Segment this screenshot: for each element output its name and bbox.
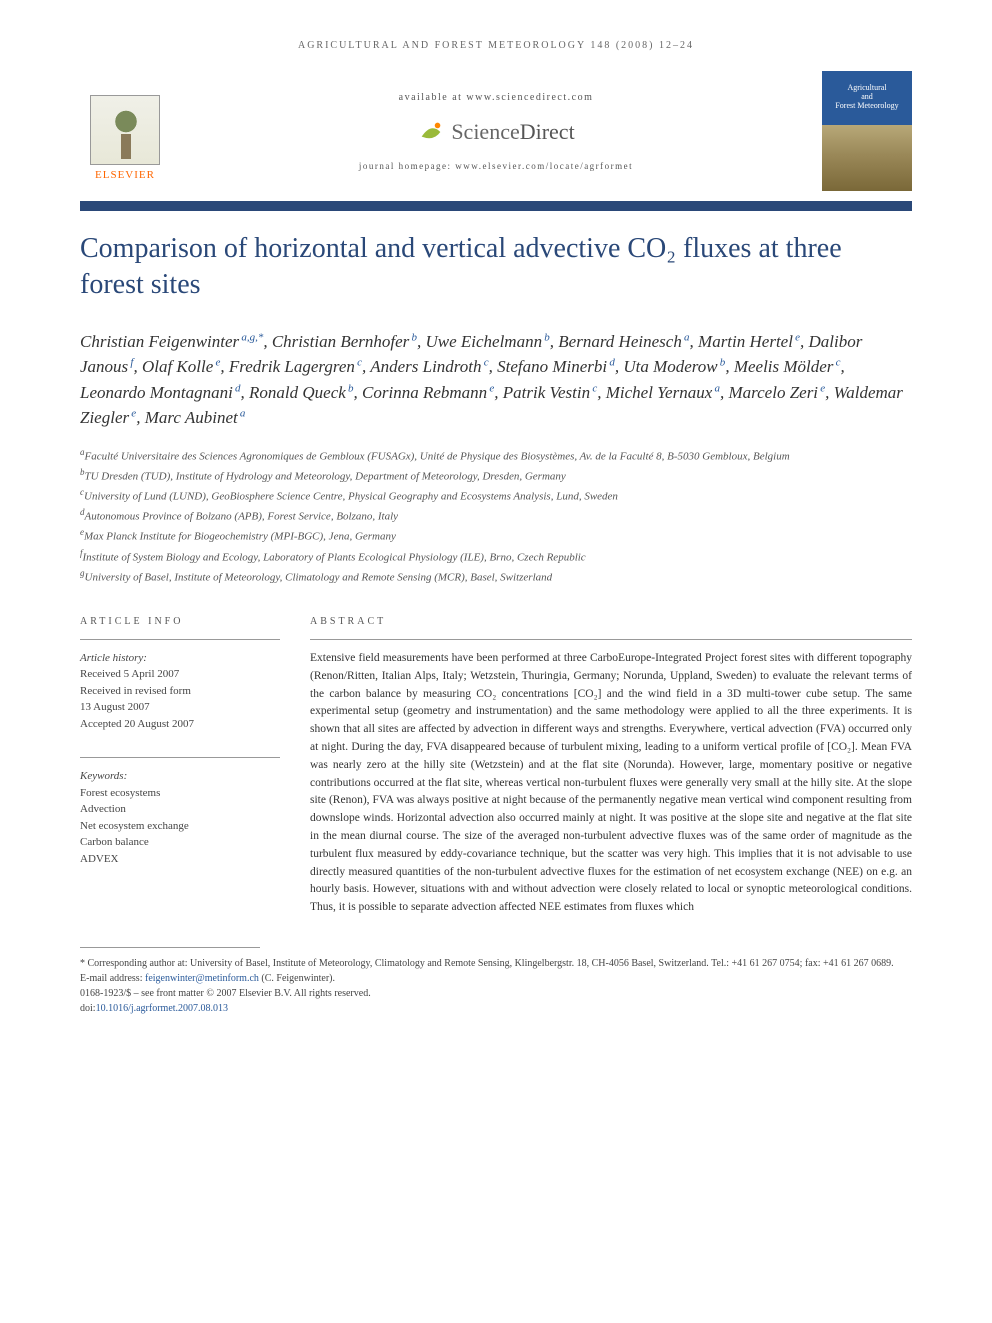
author: Patrik Vestin c: [503, 383, 597, 402]
email-suffix: (C. Feigenwinter).: [259, 973, 335, 984]
journal-homepage: journal homepage: www.elsevier.com/locat…: [170, 161, 822, 171]
author: Christian Bernhofer b: [272, 332, 417, 351]
keyword: Carbon balance: [80, 834, 280, 851]
accepted-date: Accepted 20 August 2007: [80, 716, 280, 733]
doi-line: doi:10.1016/j.agrformet.2007.08.013: [80, 1001, 912, 1016]
corresponding-author: * Corresponding author at: University of…: [80, 956, 912, 971]
received-date: Received 5 April 2007: [80, 666, 280, 683]
cover-title-1: Agricultural: [822, 83, 912, 92]
author: Michel Yernaux a: [606, 383, 720, 402]
rule: [310, 639, 912, 640]
corr-label: * Corresponding author at:: [80, 958, 187, 969]
article-title: Comparison of horizontal and vertical ad…: [80, 231, 912, 304]
affiliation: bTU Dresden (TUD), Institute of Hydrolog…: [80, 466, 912, 485]
author: Stefano Minerbi d: [497, 357, 615, 376]
author: Olaf Kolle e: [142, 357, 220, 376]
doi-link[interactable]: 10.1016/j.agrformet.2007.08.013: [96, 1003, 228, 1014]
email-link[interactable]: feigenwinter@metinform.ch: [145, 973, 259, 984]
author-list: Christian Feigenwinter a,g,*, Christian …: [80, 329, 912, 431]
revised-line1: Received in revised form: [80, 683, 280, 700]
affiliations: aFaculté Universitaire des Sciences Agro…: [80, 446, 912, 586]
two-col: ARTICLE INFO Article history: Received 5…: [80, 616, 912, 917]
affiliation: eMax Planck Institute for Biogeochemistr…: [80, 526, 912, 545]
abstract-text: Extensive field measurements have been p…: [310, 650, 912, 917]
rule: [80, 757, 280, 758]
footnote: * Corresponding author at: University of…: [80, 956, 912, 1016]
running-head: AGRICULTURAL AND FOREST METEOROLOGY 148 …: [80, 40, 912, 51]
author: Christian Feigenwinter a,g,*: [80, 332, 263, 351]
email-label: E-mail address:: [80, 973, 145, 984]
author: Fredrik Lagergren c: [229, 357, 362, 376]
elsevier-logo: ELSEVIER: [80, 81, 170, 181]
article-history: Article history: Received 5 April 2007 R…: [80, 650, 280, 733]
keywords-list: Forest ecosystemsAdvectionNet ecosystem …: [80, 785, 280, 868]
author: Marc Aubinet a: [145, 408, 246, 427]
journal-cover: Agricultural and Forest Meteorology: [822, 71, 912, 191]
elsevier-text: ELSEVIER: [95, 169, 155, 181]
affiliation: dAutonomous Province of Bolzano (APB), F…: [80, 506, 912, 525]
keyword: ADVEX: [80, 851, 280, 868]
sciencedirect-swoosh-icon: [417, 118, 445, 146]
left-col: ARTICLE INFO Article history: Received 5…: [80, 616, 280, 917]
right-col: ABSTRACT Extensive field measurements ha…: [310, 616, 912, 917]
keywords-block: Keywords: Forest ecosystemsAdvectionNet …: [80, 768, 280, 867]
author: Ronald Queck b: [249, 383, 353, 402]
cover-title-3: Forest Meteorology: [822, 101, 912, 110]
keyword: Net ecosystem exchange: [80, 818, 280, 835]
keyword: Advection: [80, 801, 280, 818]
footer-rule: [80, 947, 260, 948]
affiliation: gUniversity of Basel, Institute of Meteo…: [80, 567, 912, 586]
author: Uwe Eichelmann b: [425, 332, 549, 351]
affiliation: cUniversity of Lund (LUND), GeoBiosphere…: [80, 486, 912, 505]
email-line: E-mail address: feigenwinter@metinform.c…: [80, 971, 912, 986]
author: Leonardo Montagnani d: [80, 383, 241, 402]
available-text: available at www.sciencedirect.com: [170, 92, 822, 103]
author: Meelis Mölder c: [734, 357, 841, 376]
rule: [80, 639, 280, 640]
history-label: Article history:: [80, 650, 280, 667]
article-info-head: ARTICLE INFO: [80, 616, 280, 627]
affiliation: fInstitute of System Biology and Ecology…: [80, 547, 912, 566]
separator-bar: [80, 201, 912, 211]
author: Uta Moderow b: [623, 357, 725, 376]
doi-label: doi:: [80, 1003, 96, 1014]
corr-text: University of Basel, Institute of Meteor…: [187, 958, 893, 969]
keywords-label: Keywords:: [80, 768, 280, 785]
abstract-head: ABSTRACT: [310, 616, 912, 627]
cover-title-2: and: [822, 92, 912, 101]
affiliation: aFaculté Universitaire des Sciences Agro…: [80, 446, 912, 465]
header-box: ELSEVIER available at www.sciencedirect.…: [80, 71, 912, 191]
sd-text: ScienceDirect: [451, 119, 574, 145]
author: Anders Lindroth c: [370, 357, 488, 376]
author: Martin Hertel e: [698, 332, 800, 351]
revised-line2: 13 August 2007: [80, 699, 280, 716]
keyword: Forest ecosystems: [80, 785, 280, 802]
author: Marcelo Zeri e: [728, 383, 825, 402]
elsevier-tree-icon: [90, 95, 160, 165]
author: Corinna Rebmann e: [362, 383, 494, 402]
center-header: available at www.sciencedirect.com Scien…: [170, 92, 822, 171]
issn-line: 0168-1923/$ – see front matter © 2007 El…: [80, 986, 912, 1001]
author: Bernard Heinesch a: [558, 332, 689, 351]
sciencedirect-logo: ScienceDirect: [170, 118, 822, 146]
